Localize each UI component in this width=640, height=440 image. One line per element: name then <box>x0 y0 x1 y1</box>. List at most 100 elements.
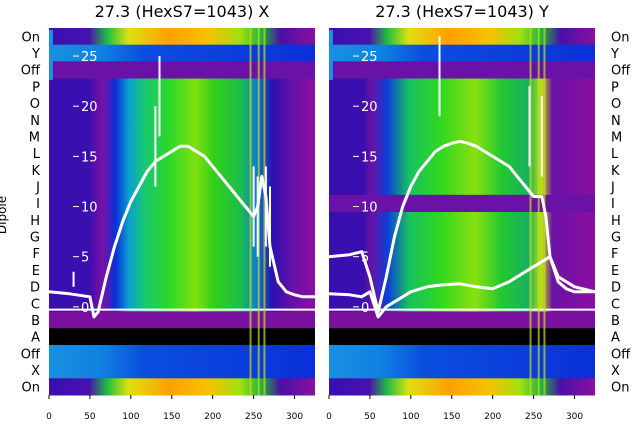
heatmap-row-1 <box>49 44 315 62</box>
x-tick-label: 150 <box>163 412 180 422</box>
heatmap-row-18 <box>49 328 315 346</box>
heatmap-row-0 <box>49 28 315 46</box>
x-tick-label: 50 <box>84 412 96 422</box>
series-line-1 <box>328 255 595 319</box>
heatmap-panel-y: 27.3 (HexS7=1043) YOnYOffPONMLKJIHGFEDCB… <box>326 2 631 422</box>
row-label: L <box>33 147 41 162</box>
overlay-tick-label: 15 <box>81 150 98 165</box>
row-label: M <box>611 130 622 145</box>
heatmap-row-10 <box>329 194 595 212</box>
overlay-tick-label: 0 <box>81 301 89 316</box>
vertical-stripe-0 <box>529 28 532 395</box>
heatmap-row-2 <box>329 61 595 79</box>
chart-title: 27.3 (HexS7=1043) X <box>95 2 270 21</box>
row-label: I <box>36 197 40 212</box>
row-label: On <box>22 381 40 396</box>
x-tick-label: 100 <box>402 412 419 422</box>
row-label: D <box>30 281 40 296</box>
left-edge-band <box>329 30 333 81</box>
overlay-tick-label: 0 <box>361 301 369 316</box>
heatmap-row-19 <box>49 344 315 363</box>
row-label: M <box>29 130 40 145</box>
row-label: A <box>611 331 620 346</box>
row-label: N <box>611 114 621 129</box>
vertical-stripe-2 <box>263 28 266 395</box>
heatmap-row-0 <box>329 28 595 46</box>
row-label: On <box>611 381 629 396</box>
row-label: C <box>31 297 40 312</box>
row-label: E <box>611 264 619 279</box>
heatmap-row-17 <box>329 311 595 329</box>
row-label: H <box>611 214 621 229</box>
left-edge-band <box>49 30 53 81</box>
row-label: B <box>31 314 40 329</box>
series-line-0 <box>48 144 315 319</box>
heatmap-row-19 <box>329 344 595 363</box>
row-label: Off <box>21 347 41 362</box>
row-label: G <box>611 231 621 246</box>
x-tick-label: 0 <box>46 412 52 422</box>
row-label: O <box>611 97 621 112</box>
row-label: O <box>30 97 40 112</box>
row-label: A <box>31 331 40 346</box>
heatmap-row-20 <box>49 361 315 379</box>
heatmap-row-21 <box>329 378 595 396</box>
x-tick-label: 250 <box>245 412 262 422</box>
x-tick-label: 50 <box>364 412 376 422</box>
row-label: P <box>611 80 619 95</box>
overlay-tick-label: 25 <box>361 50 378 65</box>
row-label: Y <box>610 47 619 62</box>
x-tick-label: 0 <box>326 412 332 422</box>
series-line-0 <box>328 139 596 314</box>
x-tick-label: 200 <box>204 412 221 422</box>
row-label: L <box>611 147 619 162</box>
row-label: B <box>611 314 620 329</box>
x-tick-label: 300 <box>286 412 303 422</box>
row-label: K <box>611 164 620 179</box>
row-label: H <box>30 214 40 229</box>
heatmap-row-18 <box>329 328 595 346</box>
row-label: C <box>611 297 620 312</box>
y-axis-title: Dipole <box>0 196 9 234</box>
overlay-tick-label: 10 <box>81 201 98 216</box>
row-label: Off <box>611 347 631 362</box>
heatmap-row-21 <box>49 378 315 396</box>
row-label: Y <box>31 47 40 62</box>
x-tick-label: 300 <box>566 412 583 422</box>
row-label: J <box>610 180 615 195</box>
row-label: On <box>22 30 40 45</box>
row-label: J <box>35 180 40 195</box>
x-tick-label: 150 <box>443 412 460 422</box>
overlay-tick-label: 5 <box>81 251 89 266</box>
overlay-tick-label: 20 <box>81 100 98 115</box>
heatmap-row-20 <box>329 361 595 379</box>
heatmap-panel-x: 27.3 (HexS7=1043) XOnYOffPONMLKJIHGFEDCB… <box>21 2 315 422</box>
row-label: X <box>611 364 620 379</box>
row-label: D <box>611 281 621 296</box>
row-label: Off <box>21 64 41 79</box>
x-tick-label: 250 <box>525 412 542 422</box>
x-tick-label: 100 <box>122 412 139 422</box>
x-tick-label: 200 <box>484 412 501 422</box>
chart-title: 27.3 (HexS7=1043) Y <box>375 2 549 21</box>
row-label: Off <box>611 64 631 79</box>
overlay-tick-label: 15 <box>361 150 378 165</box>
heatmap-row-1 <box>329 44 595 62</box>
row-label: X <box>31 364 40 379</box>
vertical-stripe-1 <box>537 28 540 395</box>
row-label: F <box>611 247 618 262</box>
row-label: P <box>32 80 40 95</box>
row-label: E <box>32 264 40 279</box>
row-label: G <box>30 231 40 246</box>
row-label: I <box>611 197 615 212</box>
overlay-tick-label: 10 <box>361 201 378 216</box>
row-label: N <box>30 114 40 129</box>
heatmap-row-2 <box>49 61 315 79</box>
row-label: K <box>31 164 40 179</box>
overlay-tick-label: 20 <box>361 100 378 115</box>
row-label: F <box>33 247 40 262</box>
overlay-tick-label: 25 <box>81 50 98 65</box>
heatmap-row-17 <box>49 311 315 329</box>
row-label: On <box>611 30 629 45</box>
